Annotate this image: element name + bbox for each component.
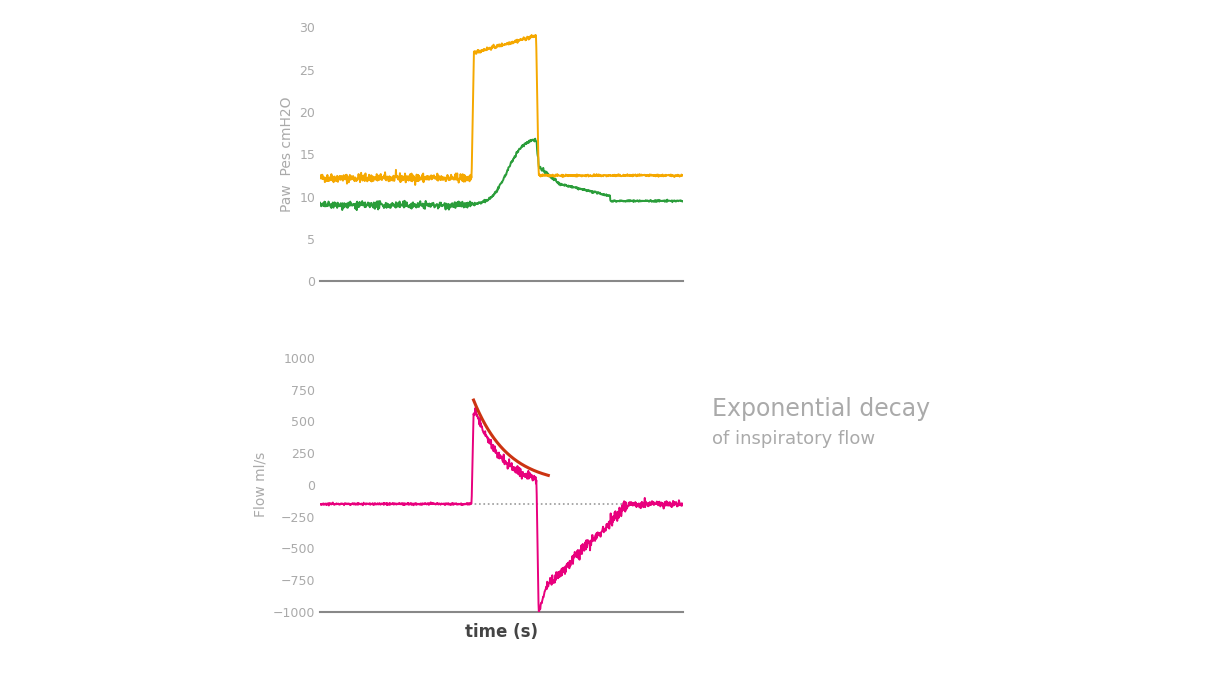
Text: of inspiratory flow: of inspiratory flow: [712, 430, 875, 448]
Y-axis label: Flow ml/s: Flow ml/s: [254, 452, 267, 517]
Y-axis label: Paw  Pes cmH2O: Paw Pes cmH2O: [280, 97, 294, 212]
X-axis label: time (s): time (s): [465, 623, 538, 641]
Text: Exponential decay: Exponential decay: [712, 396, 930, 421]
